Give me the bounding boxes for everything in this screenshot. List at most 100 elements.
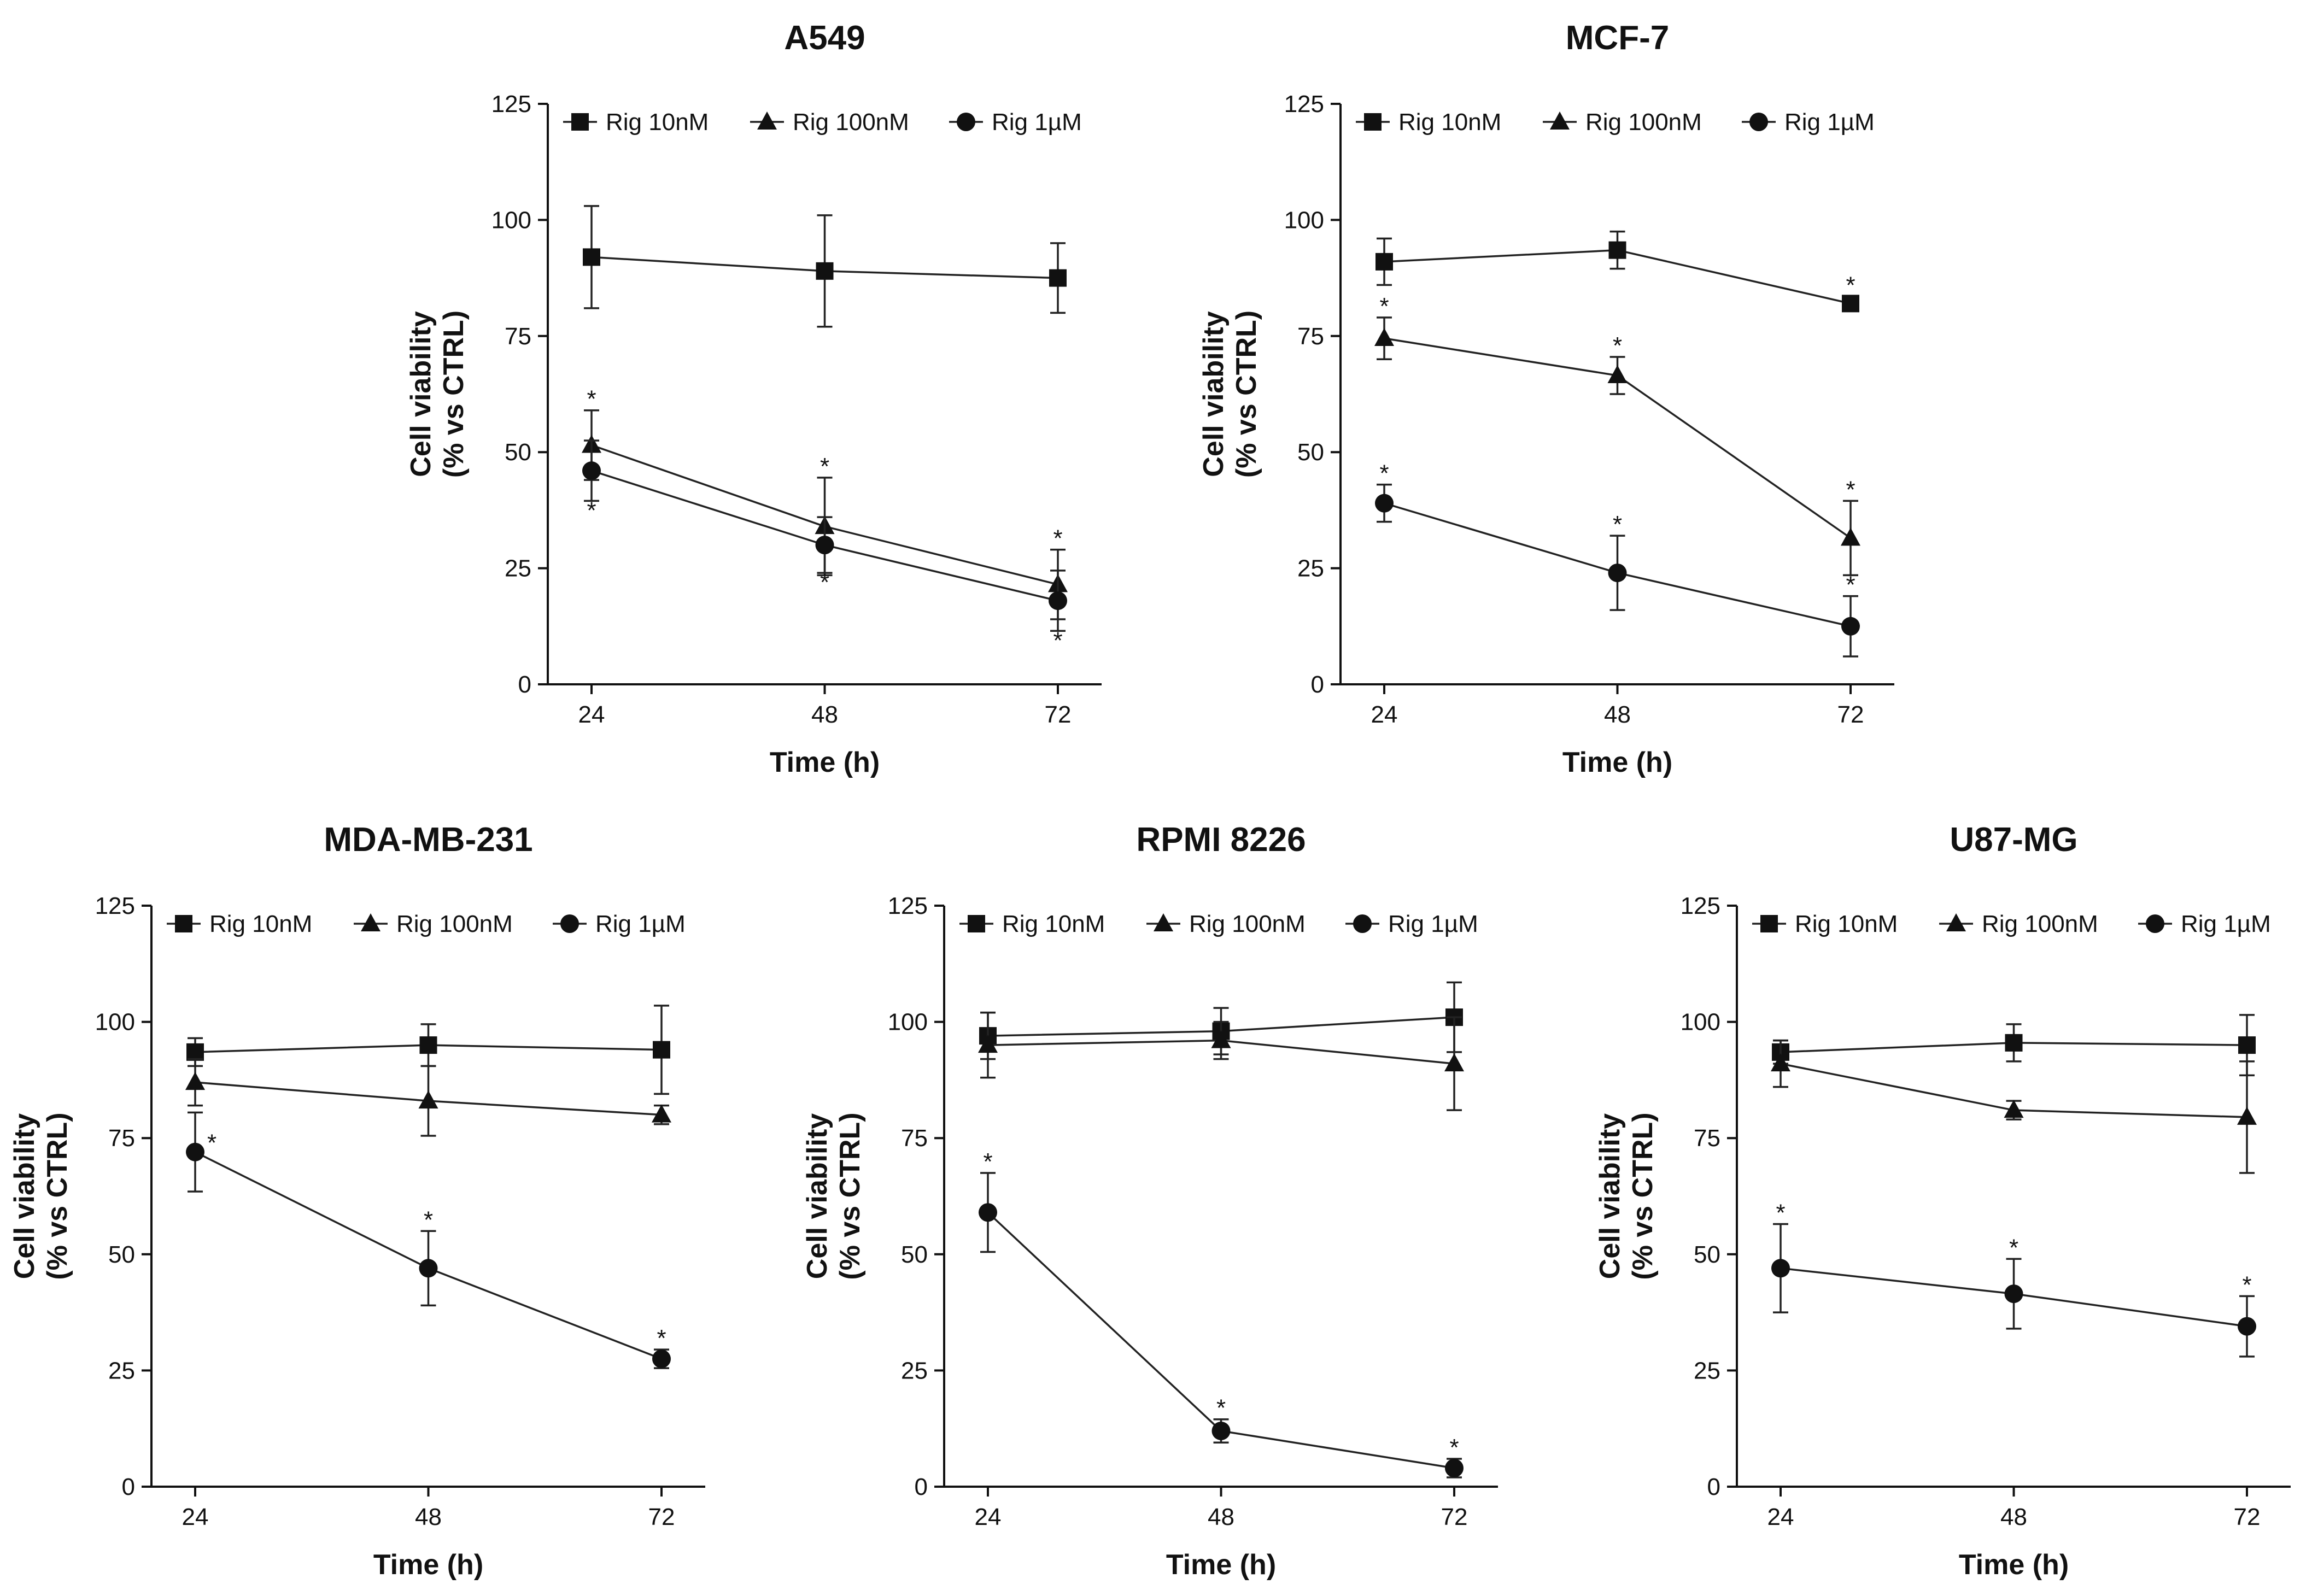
significance-star: * <box>587 497 596 524</box>
data-point <box>1049 269 1067 287</box>
x-axis-title: Time (h) <box>770 747 880 778</box>
significance-star: * <box>1776 1200 1785 1227</box>
x-tick-label: 48 <box>1604 701 1631 728</box>
y-tick-label: 75 <box>1297 323 1324 350</box>
data-point <box>186 1043 204 1061</box>
y-tick-label: 100 <box>1681 1009 1720 1036</box>
y-tick-label: 100 <box>491 207 531 233</box>
y-axis-title-line2: (% vs CTRL) <box>834 1112 866 1280</box>
legend-label: Rig 10nM <box>606 109 709 136</box>
data-point <box>418 1090 438 1109</box>
legend-circle-marker <box>1353 914 1372 933</box>
data-point <box>979 1203 997 1222</box>
y-tick-label: 0 <box>122 1474 135 1500</box>
data-point <box>1211 1421 1231 1440</box>
x-tick-label: 24 <box>1767 1504 1794 1530</box>
y-axis-title-line2: (% vs CTRL) <box>438 310 470 478</box>
panel-rpmi-8226: RPMI 8226 0 25 50 75 100 125 24 48 72 Time (h) Cell… <box>801 821 1498 1581</box>
data-point <box>653 1041 670 1059</box>
data-point <box>978 1035 998 1053</box>
y-tick-label: 25 <box>1297 555 1324 582</box>
data-point <box>2004 1100 2024 1118</box>
data-point <box>1771 1053 1790 1072</box>
legend: Rig 10nM Rig 100nM Rig 1µM <box>563 109 1082 136</box>
y-axis-title-line2: (% vs CTRL) <box>42 1112 73 1280</box>
series-rig-1um: * * * <box>979 1148 1464 1478</box>
panel-mda-mb-231: MDA-MB-231 0 25 50 75 100 125 24 48 72 Time (h) Cel… <box>9 821 705 1581</box>
legend-circle-marker <box>1749 113 1768 131</box>
legend-label: Rig 100nM <box>396 911 513 937</box>
y-tick-label: 75 <box>901 1125 928 1152</box>
panel-title: RPMI 8226 <box>1136 821 1306 859</box>
y-axis-title-line2: (% vs CTRL) <box>1231 310 1262 478</box>
legend-square-marker <box>175 915 192 932</box>
data-point <box>186 1142 204 1161</box>
series-rig-1um: * * * <box>1375 460 1860 658</box>
data-point <box>1607 365 1628 384</box>
legend: Rig 10nM Rig 100nM Rig 1µM <box>959 911 1478 937</box>
data-point <box>582 461 601 480</box>
data-point <box>419 1259 438 1278</box>
data-point <box>1375 494 1394 513</box>
panel-title: MDA-MB-231 <box>324 821 532 859</box>
legend-label: Rig 10nM <box>209 911 312 937</box>
x-tick-label: 72 <box>648 1504 675 1530</box>
x-tick-label: 48 <box>1208 1504 1234 1530</box>
significance-star: * <box>820 453 829 480</box>
legend-square-marker <box>1364 113 1382 131</box>
data-point <box>2237 1106 2257 1125</box>
series-rig-1um: * * * <box>1771 1200 2256 1358</box>
x-tick-label: 24 <box>1371 701 1398 728</box>
significance-star: * <box>1613 511 1622 538</box>
legend-label: Rig 100nM <box>793 109 909 136</box>
y-tick-label: 75 <box>1694 1125 1720 1152</box>
data-point <box>1374 328 1394 347</box>
legend-circle-marker <box>560 914 579 933</box>
legend-circle-marker <box>2146 914 2164 933</box>
series-rig-1um: * * * <box>186 1111 671 1369</box>
y-tick-label: 0 <box>518 671 531 698</box>
x-tick-label: 72 <box>2234 1504 2261 1530</box>
data-point <box>1445 1458 1464 1477</box>
series-rig-10nm <box>1772 1014 2256 1077</box>
x-tick-label: 24 <box>975 1504 1002 1530</box>
significance-star: * <box>1053 627 1062 654</box>
x-tick-label: 48 <box>415 1504 442 1530</box>
data-point <box>1608 564 1627 583</box>
panel-a549: A549 0 25 50 75 100 125 24 48 72 Time (h) Cell viab… <box>405 19 1102 778</box>
legend: Rig 10nM Rig 100nM Rig 1µM <box>1356 109 1875 136</box>
data-point <box>1376 253 1393 271</box>
y-axis-title-line1: Cell viability <box>801 1113 833 1280</box>
series-rig-1um: * * * <box>582 439 1067 654</box>
data-point <box>185 1072 205 1090</box>
legend-circle-marker <box>957 113 975 131</box>
y-tick-label: 75 <box>108 1125 135 1152</box>
data-point <box>652 1104 671 1123</box>
significance-star: * <box>1216 1395 1226 1422</box>
data-point <box>2005 1034 2023 1052</box>
x-tick-label: 48 <box>811 701 838 728</box>
significance-star: * <box>1379 460 1389 487</box>
data-point <box>816 262 834 280</box>
legend-label: Rig 1µM <box>992 109 1082 136</box>
y-tick-label: 50 <box>901 1241 928 1268</box>
x-tick-label: 72 <box>1441 1504 1468 1530</box>
panel-title: U87-MG <box>1950 821 2077 859</box>
x-tick-label: 24 <box>578 701 605 728</box>
data-point <box>815 536 834 555</box>
data-point <box>2238 1317 2256 1336</box>
x-tick-label: 24 <box>182 1504 209 1530</box>
significance-star: * <box>2009 1234 2018 1261</box>
y-tick-label: 75 <box>505 323 531 350</box>
y-tick-label: 125 <box>491 91 531 118</box>
y-tick-label: 125 <box>1681 893 1720 919</box>
significance-star: * <box>2242 1271 2251 1298</box>
significance-star: * <box>820 569 829 596</box>
significance-star: * <box>1449 1434 1459 1461</box>
legend-square-marker <box>571 113 589 131</box>
significance-star: * <box>207 1130 216 1157</box>
significance-star: * <box>1846 572 1855 598</box>
series-rig-10nm <box>583 205 1067 328</box>
y-tick-label: 100 <box>95 1009 135 1036</box>
y-axis-title-line1: Cell viability <box>1198 311 1230 477</box>
